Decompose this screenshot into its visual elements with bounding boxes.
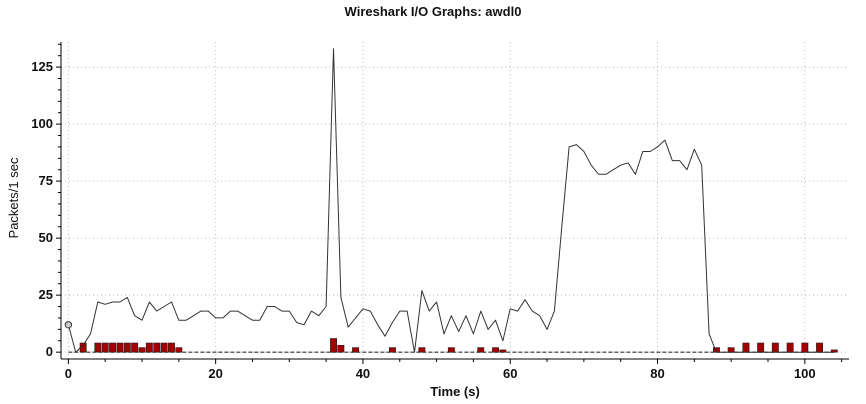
bar-mark xyxy=(418,347,426,353)
bar-mark xyxy=(771,342,779,353)
bar-mark xyxy=(138,347,146,353)
bar-mark xyxy=(168,342,175,353)
bar-mark xyxy=(131,342,139,353)
bar-mark xyxy=(153,342,161,353)
data-layer xyxy=(64,48,838,353)
y-tick-label: 0 xyxy=(46,344,53,359)
grid-lines xyxy=(61,42,849,359)
y-tick-label: 125 xyxy=(31,59,53,74)
bar-mark xyxy=(123,342,131,353)
bar-mark xyxy=(727,347,735,353)
y-tick-label: 100 xyxy=(31,116,53,131)
x-tick-label: 80 xyxy=(650,366,664,381)
bar-mark xyxy=(101,342,109,353)
bar-mark xyxy=(742,342,750,353)
line-start-marker xyxy=(64,321,73,329)
bar-mark xyxy=(477,347,485,353)
bar-mark xyxy=(109,342,117,353)
axes: 0 20 40 60 80 100 0 25 50 75 100 125 xyxy=(31,42,849,381)
bar-mark xyxy=(492,347,499,353)
y-tick-label: 75 xyxy=(39,173,53,188)
y-tick-label: 50 xyxy=(39,230,53,245)
bar-mark xyxy=(145,342,153,353)
y-axis-label: Packets/1 sec xyxy=(6,157,21,238)
bar-mark xyxy=(447,347,455,353)
bar-mark xyxy=(786,342,794,353)
bar-mark xyxy=(816,342,824,353)
chart-title: Wireshark I/O Graphs: awdl0 xyxy=(345,4,522,19)
bar-mark xyxy=(337,344,345,353)
x-tick-label: 100 xyxy=(794,366,816,381)
bar-mark xyxy=(160,342,168,353)
x-tick-label: 60 xyxy=(503,366,517,381)
bar-mark xyxy=(499,349,507,353)
x-axis-label: Time (s) xyxy=(430,384,480,399)
bar-mark xyxy=(757,342,765,353)
packets-line-series xyxy=(67,48,835,353)
bar-mark xyxy=(801,342,809,353)
x-tick-label: 0 xyxy=(65,366,72,381)
bar-mark xyxy=(175,347,183,353)
bar-mark xyxy=(330,338,337,353)
bar-mark xyxy=(94,342,102,353)
bar-mark xyxy=(352,347,359,353)
x-tick-label: 20 xyxy=(208,366,222,381)
bar-mark xyxy=(388,347,396,353)
bar-mark xyxy=(116,342,124,353)
x-tick-label: 40 xyxy=(356,366,370,381)
y-tick-label: 25 xyxy=(39,287,53,302)
